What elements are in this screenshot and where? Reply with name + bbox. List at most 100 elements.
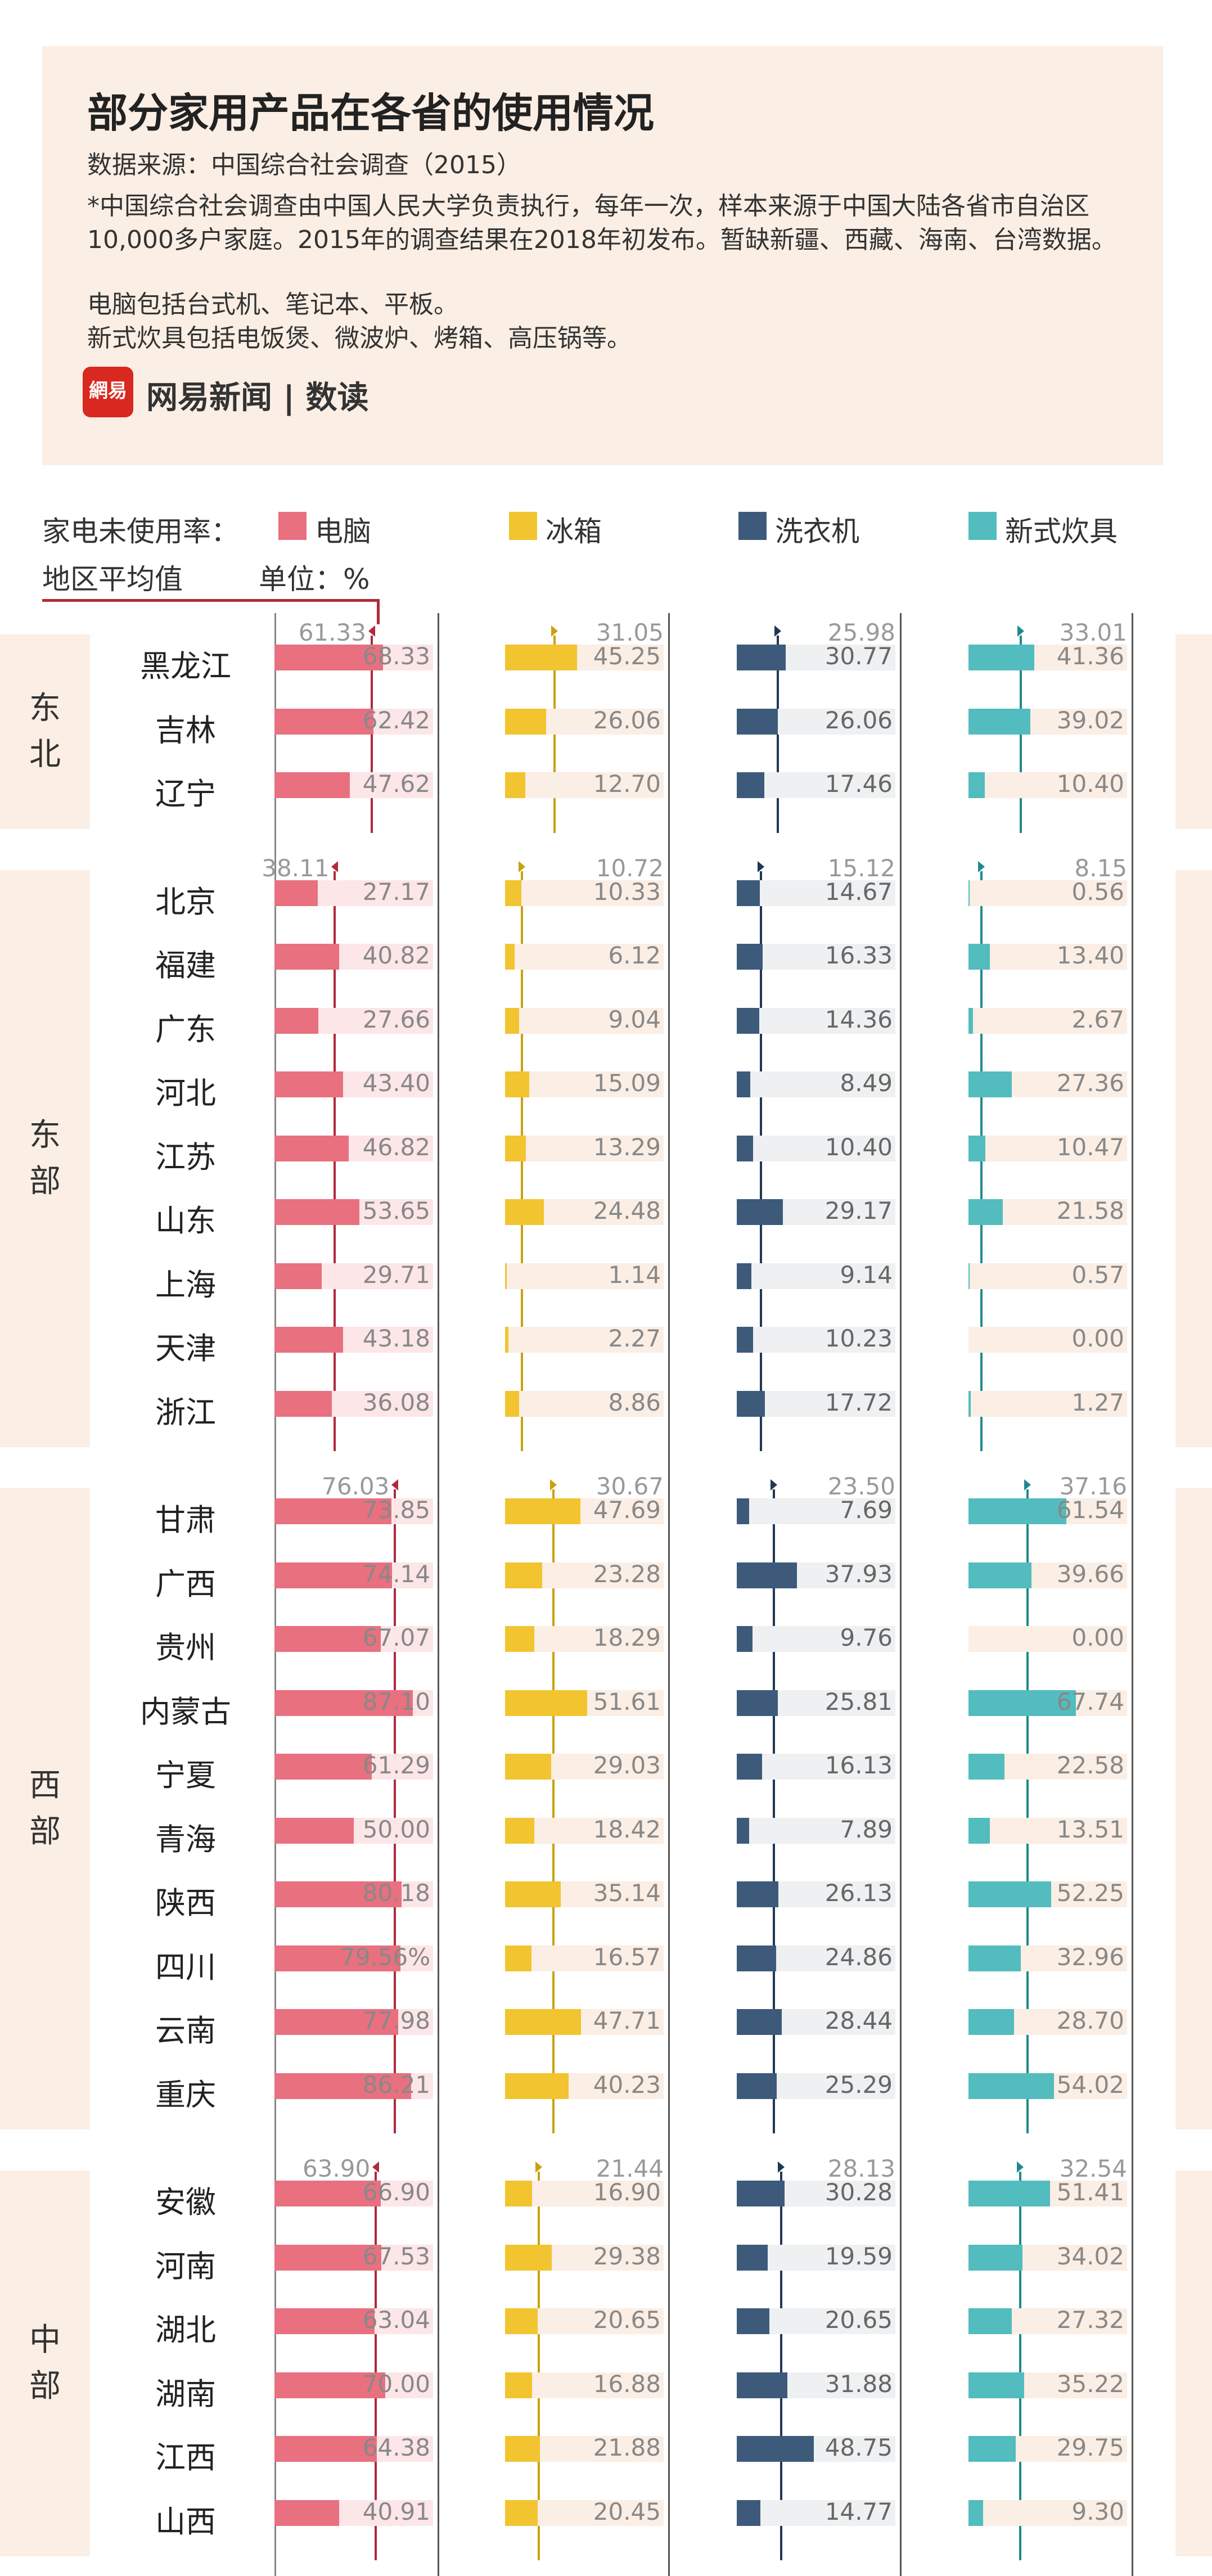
bar-fridge bbox=[505, 1390, 519, 1417]
survey-note: *中国综合社会调查由中国人民大学负责执行，每年一次，样本来源于中国大陆各省市自治… bbox=[87, 192, 1116, 254]
province-name: 上海 bbox=[155, 1267, 216, 1303]
bar-track bbox=[737, 1498, 895, 1524]
bar-washer bbox=[737, 2181, 785, 2206]
bar-cooker bbox=[968, 1945, 1021, 1971]
bar-washer bbox=[737, 772, 765, 798]
province-name: 浙江 bbox=[155, 1394, 216, 1430]
province-name: 陕西 bbox=[155, 1885, 216, 1921]
bar-track bbox=[968, 1007, 1127, 1034]
value-label: 1.27 bbox=[1071, 1388, 1124, 1416]
average-line bbox=[552, 1489, 555, 2133]
bar-track bbox=[505, 1945, 664, 1971]
bar-cooker bbox=[968, 1135, 985, 1161]
average-value: 32.54 bbox=[1059, 2155, 1127, 2182]
bar-track bbox=[505, 944, 664, 970]
bar-cooker bbox=[968, 2181, 1050, 2206]
value-label: 14.77 bbox=[824, 2497, 893, 2525]
value-label: 24.48 bbox=[593, 1197, 661, 1224]
region-name: 东部 bbox=[22, 1113, 67, 1205]
bar-washer bbox=[737, 645, 786, 670]
bar-washer bbox=[737, 2308, 770, 2334]
value-label: 12.70 bbox=[593, 770, 661, 798]
chart-title: 部分家用产品在各省的使用情况 bbox=[87, 89, 655, 137]
bar-track bbox=[737, 1071, 895, 1097]
bar-fridge bbox=[505, 1327, 509, 1353]
value-label: 2.27 bbox=[608, 1325, 661, 1352]
average-value: 38.11 bbox=[262, 854, 330, 882]
bar-cooker bbox=[968, 1754, 1004, 1780]
value-label: 86.21 bbox=[362, 2070, 430, 2098]
bar-fridge bbox=[505, 1135, 526, 1161]
value-label: 10.40 bbox=[1056, 770, 1124, 798]
bar-fridge bbox=[505, 1199, 544, 1225]
average-marker bbox=[1024, 1479, 1031, 1490]
province-name: 福建 bbox=[155, 948, 216, 983]
column-border bbox=[1132, 1467, 1133, 2149]
bar-track bbox=[968, 1327, 1127, 1353]
value-label: 20.45 bbox=[593, 2497, 661, 2525]
value-label: 25.81 bbox=[824, 1687, 893, 1715]
bar-track bbox=[505, 772, 664, 798]
average-marker bbox=[551, 625, 558, 637]
value-label: 20.65 bbox=[593, 2306, 661, 2334]
province-name: 湖南 bbox=[155, 2376, 216, 2412]
province-name: 广西 bbox=[155, 1566, 216, 1602]
brand-name: 网易新闻 | 数读 bbox=[146, 380, 369, 416]
bar-fridge bbox=[505, 1498, 581, 1524]
value-label: 16.90 bbox=[593, 2178, 661, 2206]
value-label: 61.54 bbox=[1056, 1496, 1124, 1524]
value-label: 47.71 bbox=[593, 2007, 661, 2034]
province-name: 吉林 bbox=[155, 712, 216, 748]
province-name: 北京 bbox=[155, 884, 216, 920]
bar-computer bbox=[274, 2181, 381, 2206]
bar-washer bbox=[737, 1690, 778, 1716]
bar-fridge bbox=[505, 2436, 540, 2462]
value-label: 27.66 bbox=[362, 1005, 430, 1033]
bar-cooker bbox=[968, 1498, 1066, 1524]
bar-fridge bbox=[505, 1626, 534, 1652]
bar-track bbox=[737, 1754, 895, 1780]
legend-swatch-cooker bbox=[968, 512, 997, 540]
province-name: 江西 bbox=[155, 2440, 216, 2475]
value-label: 35.14 bbox=[593, 1879, 661, 1907]
value-label: 26.06 bbox=[593, 706, 661, 734]
bar-cooker bbox=[968, 880, 970, 906]
bar-computer bbox=[274, 645, 383, 670]
value-label: 16.13 bbox=[824, 1751, 893, 1779]
average-line bbox=[375, 2172, 377, 2560]
average-line bbox=[773, 1489, 776, 2133]
province-name: 重庆 bbox=[155, 2077, 216, 2113]
bar-fridge bbox=[505, 708, 547, 735]
average-line bbox=[394, 1489, 397, 2133]
value-label: 73.85 bbox=[362, 1496, 430, 1524]
value-label: 0.00 bbox=[1071, 1325, 1124, 1352]
province-name: 湖北 bbox=[155, 2312, 216, 2348]
column-border-left bbox=[274, 1467, 276, 2149]
value-label: 61.29 bbox=[362, 1751, 430, 1779]
bar-track bbox=[505, 1327, 664, 1353]
value-label: 46.82 bbox=[362, 1133, 430, 1161]
province-name: 四川 bbox=[155, 1949, 216, 1985]
bar-washer bbox=[737, 1626, 753, 1652]
value-label: 74.14 bbox=[362, 1560, 430, 1588]
bar-fridge bbox=[505, 1754, 551, 1780]
bar-track bbox=[968, 1626, 1127, 1652]
value-label: 32.96 bbox=[1056, 1943, 1124, 1971]
bar-cooker bbox=[968, 2073, 1055, 2099]
value-label: 8.49 bbox=[840, 1069, 893, 1097]
region-name-char: 部 bbox=[29, 1813, 61, 1850]
region-band bbox=[0, 634, 90, 829]
average-marker bbox=[977, 861, 985, 872]
column-border bbox=[668, 2149, 670, 2576]
bar-computer bbox=[274, 880, 318, 906]
bar-washer bbox=[737, 1562, 797, 1588]
value-label: 29.38 bbox=[593, 2242, 661, 2270]
bar-computer bbox=[274, 1754, 372, 1780]
value-label: 16.57 bbox=[593, 1943, 661, 1971]
bar-washer bbox=[737, 1881, 778, 1907]
value-label: 29.71 bbox=[362, 1260, 430, 1289]
bar-track bbox=[505, 1007, 664, 1034]
bar-washer bbox=[737, 944, 763, 970]
computer-note: 电脑包括台式机、笔记本、平板。 bbox=[87, 290, 458, 319]
column-border bbox=[438, 1467, 439, 2149]
